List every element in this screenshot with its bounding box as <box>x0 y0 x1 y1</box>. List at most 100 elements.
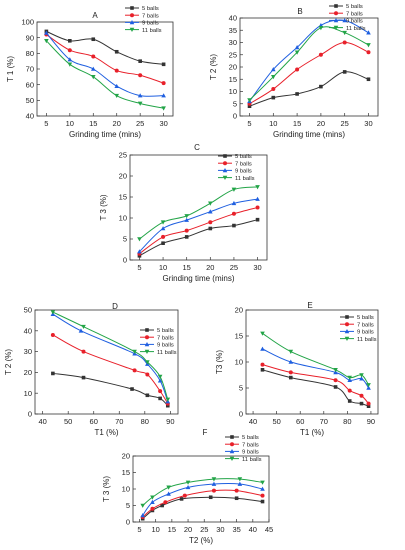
data-point <box>150 495 155 500</box>
legend-label: 11 balls <box>157 350 177 356</box>
legend-label: 5 balls <box>242 435 259 441</box>
data-point <box>81 375 86 380</box>
data-point <box>271 75 276 80</box>
y-tick-label: 35 <box>229 26 237 35</box>
data-point <box>165 397 171 402</box>
data-point <box>50 310 56 315</box>
data-point <box>185 484 191 490</box>
series-line-4 <box>249 26 369 101</box>
x-axis-label: T1 (%) <box>300 428 324 437</box>
data-point <box>295 92 299 96</box>
data-point <box>260 493 265 498</box>
legend-label: 9 balls <box>142 21 159 27</box>
data-point <box>294 45 300 50</box>
data-point <box>158 389 163 394</box>
legend-marker <box>223 154 227 158</box>
y-axis-label: T 2 (%) <box>209 54 218 80</box>
legend-label: 5 balls <box>235 154 252 160</box>
y-tick-label: 5 <box>233 99 237 108</box>
data-point <box>208 226 213 231</box>
x-tick-label: 20 <box>184 525 192 534</box>
data-point <box>166 491 171 496</box>
series-line-1 <box>142 496 263 520</box>
data-point <box>161 93 166 98</box>
data-point <box>51 371 55 376</box>
legend-label: 11 balls <box>357 337 377 343</box>
data-point <box>255 217 260 222</box>
x-tick-label: 60 <box>296 417 304 426</box>
data-point <box>318 52 323 57</box>
data-point <box>260 368 265 372</box>
series-line-4 <box>262 332 369 386</box>
data-point <box>114 93 120 99</box>
x-tick-label: 20 <box>113 119 121 128</box>
data-point <box>145 393 150 398</box>
legend-label: 11 balls <box>235 176 255 182</box>
data-point <box>90 75 96 80</box>
chart-panel-a: A 5 10 15 20 25 30 40 50 60 70 80 90 100 Grinding time… <box>6 6 174 139</box>
data-point <box>50 332 55 337</box>
y-tick-label: 5 <box>126 501 130 510</box>
legend-label: 9 balls <box>157 343 174 349</box>
x-tick-label: 50 <box>64 417 72 426</box>
y-tick-label: 30 <box>24 347 32 356</box>
data-point <box>295 67 300 72</box>
series-line-2 <box>139 207 258 255</box>
y-tick-label: 25 <box>229 50 237 59</box>
data-point <box>359 373 364 378</box>
y-tick-label: 20 <box>235 306 243 315</box>
chart-panel-e: E 40 50 60 70 80 90 0 5 10 15 20 T1 (%) T3 (%) 5 balls… <box>215 301 379 437</box>
data-point <box>184 214 189 219</box>
data-point <box>161 234 166 239</box>
y-tick-label: 25 <box>119 151 127 160</box>
data-point <box>342 30 347 36</box>
data-point <box>359 401 364 406</box>
plot-frame <box>239 17 379 117</box>
data-point <box>347 375 353 380</box>
data-point <box>288 349 294 354</box>
y-tick-label: 60 <box>26 80 34 89</box>
data-point <box>138 59 142 63</box>
data-point <box>184 228 189 233</box>
data-point <box>160 220 166 225</box>
legend-marker <box>130 13 134 18</box>
legend-marker <box>229 456 235 461</box>
data-point <box>67 62 73 67</box>
data-point <box>260 480 265 485</box>
x-tick-label: 25 <box>136 119 144 128</box>
x-tick-label: 15 <box>183 263 191 272</box>
data-point <box>333 368 338 373</box>
x-tick-label: 10 <box>66 119 74 128</box>
data-point <box>366 30 371 35</box>
x-tick-label: 45 <box>265 525 273 534</box>
data-point <box>138 73 143 78</box>
x-tick-label: 50 <box>272 417 280 426</box>
data-point <box>260 362 265 367</box>
plot-frame <box>129 154 268 261</box>
y-tick-label: 5 <box>123 235 127 244</box>
data-point <box>231 200 237 206</box>
y-tick-label: 5 <box>239 384 243 393</box>
legend-marker <box>129 20 135 25</box>
data-point <box>182 493 187 498</box>
x-tick-label: 25 <box>200 525 208 534</box>
panel-label: C <box>194 143 200 152</box>
data-point <box>208 201 213 206</box>
y-tick-label: 50 <box>26 96 34 105</box>
data-point <box>234 488 239 493</box>
data-point <box>160 503 164 508</box>
data-point <box>342 70 347 74</box>
data-point <box>137 254 142 258</box>
x-tick-label: 15 <box>168 525 176 534</box>
data-point <box>342 18 347 23</box>
legend-marker <box>144 349 150 354</box>
x-tick-label: 10 <box>159 263 167 272</box>
data-point <box>157 378 163 383</box>
series-line-1 <box>262 369 369 407</box>
data-point <box>208 495 213 500</box>
legend-marker <box>129 27 135 32</box>
x-tick-label: 25 <box>230 263 238 272</box>
panel-label: D <box>112 302 118 311</box>
x-tick-label: 25 <box>341 119 349 128</box>
